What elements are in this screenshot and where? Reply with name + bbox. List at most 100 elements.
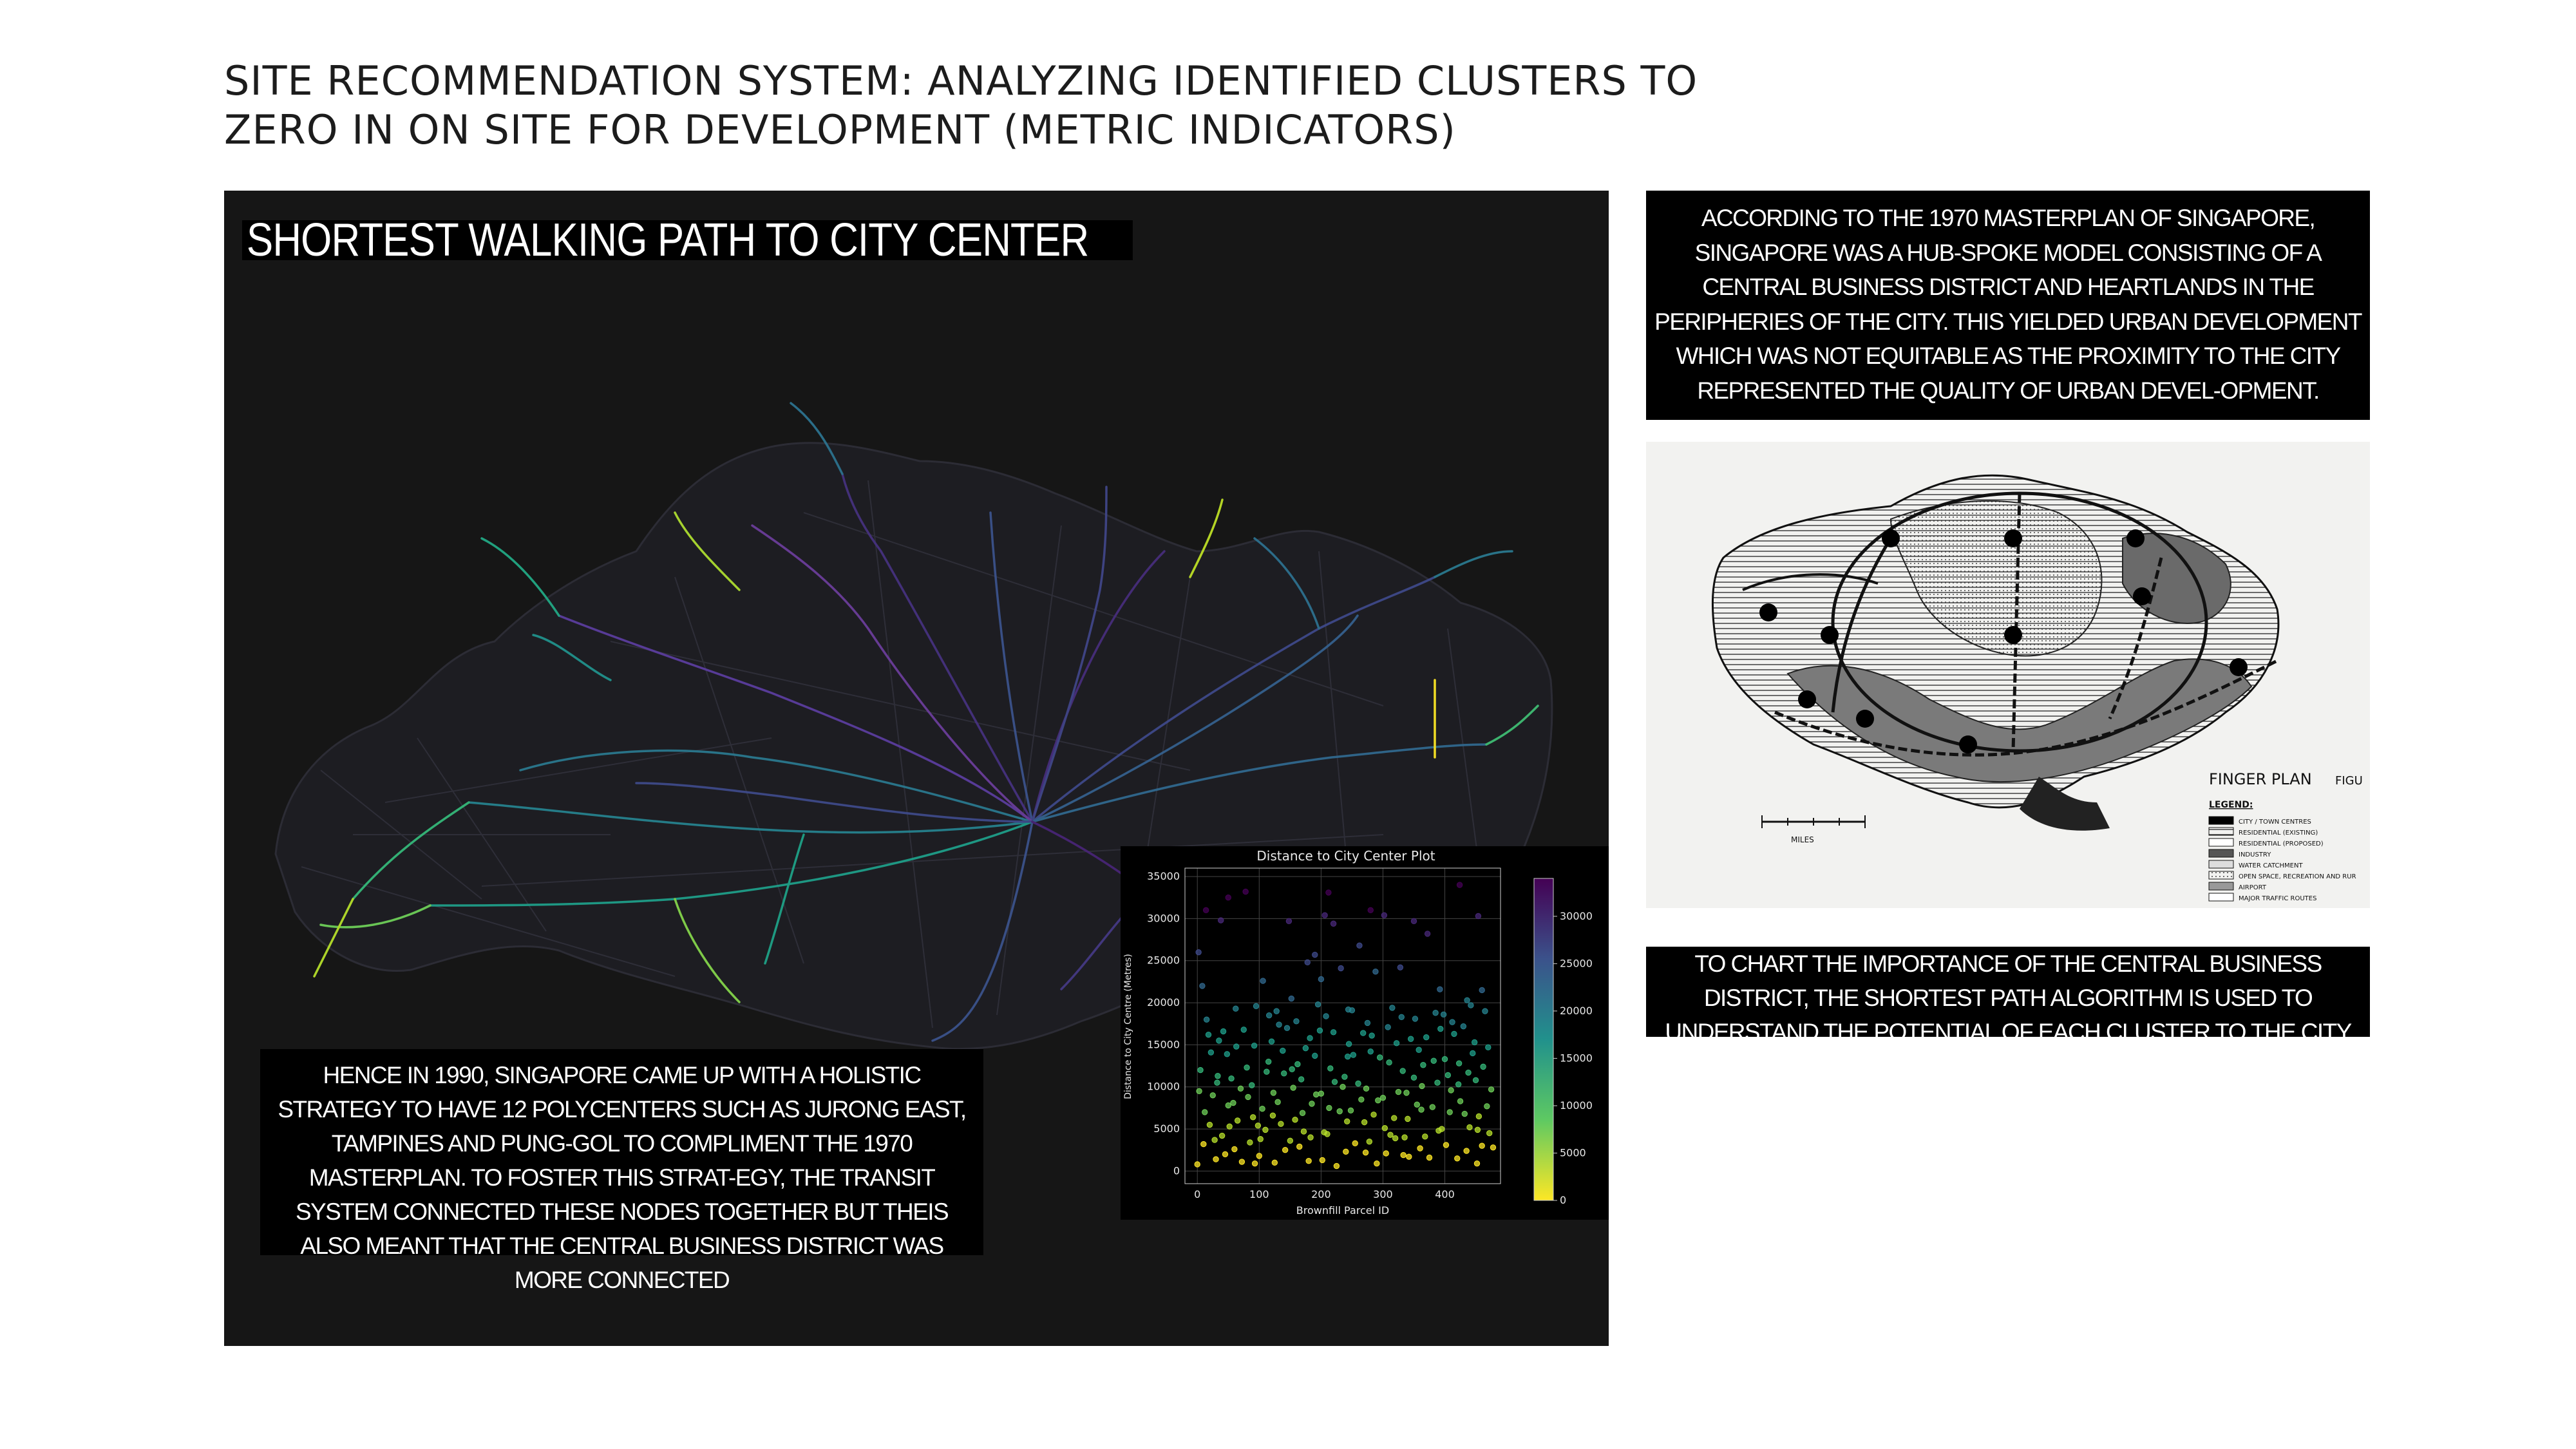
scatter-point — [1299, 1110, 1306, 1116]
scatter-point — [1432, 1010, 1439, 1016]
legend-label: CITY / TOWN CENTRES — [2239, 819, 2311, 826]
scatter-point — [1259, 1106, 1265, 1112]
plot-x-tick-label: 300 — [1373, 1188, 1393, 1200]
scatter-point — [1323, 1013, 1329, 1019]
scatter-point — [1194, 1161, 1200, 1168]
scatter-point — [1356, 942, 1363, 949]
scatter-point — [1281, 1070, 1287, 1077]
scatter-point — [1200, 1141, 1207, 1148]
scatter-point — [1343, 1148, 1349, 1155]
scatter-point — [1488, 1086, 1495, 1093]
scatter-point — [1410, 918, 1417, 925]
scatter-point — [1265, 1012, 1273, 1019]
polycentre-caption: HENCE IN 1990, SINGAPORE CAME UP WITH A … — [260, 1049, 983, 1293]
plot-y-tick-label: 35000 — [1147, 870, 1180, 882]
scatter-point — [1389, 1005, 1396, 1011]
finger-plan-image: MILES FINGER PLAN FIGU LEGEND: CITY / TO… — [1646, 442, 2370, 908]
scatter-point — [1233, 1005, 1239, 1012]
scatter-point — [1231, 1146, 1238, 1153]
scatter-point — [1251, 1043, 1258, 1049]
scatter-point — [1422, 1133, 1428, 1140]
legend-label: MAJOR TRAFFIC ROUTES — [2239, 895, 2316, 902]
legend-label: OPEN SPACE, RECREATION AND RUR — [2239, 873, 2356, 880]
scatter-point — [1300, 1128, 1307, 1135]
scatter-point — [1278, 1121, 1284, 1127]
scatter-point — [1392, 1135, 1399, 1142]
scatter-point — [1307, 1134, 1314, 1141]
scatter-point — [1405, 1115, 1411, 1122]
scatter-point — [1368, 1032, 1375, 1039]
scatter-point — [1387, 1132, 1394, 1138]
scatter-point — [1361, 1119, 1368, 1126]
scatter-point — [1391, 1115, 1397, 1121]
scatter-point — [1228, 1075, 1235, 1082]
scatter-point — [1305, 1158, 1312, 1164]
scatter-point — [1385, 1024, 1391, 1030]
plot-y-tick-label: 20000 — [1147, 996, 1180, 1009]
scatter-point — [1304, 959, 1311, 966]
scatter-point — [1412, 1016, 1419, 1022]
scatter-point — [1245, 1094, 1251, 1101]
scatter-point — [1222, 1151, 1229, 1157]
scatter-point — [1298, 1076, 1305, 1083]
legend-label: WATER CATCHMENT — [2239, 862, 2303, 869]
scatter-point — [1375, 1097, 1381, 1104]
scatter-point — [1398, 1014, 1405, 1020]
scatter-point — [1418, 1106, 1425, 1113]
scatter-point — [1395, 1088, 1402, 1095]
scatter-point — [1367, 907, 1374, 914]
scatter-point — [1260, 978, 1266, 984]
colorbar-tick-label: 15000 — [1560, 1052, 1593, 1064]
scatter-point — [1473, 1160, 1481, 1167]
scatter-point — [1480, 1063, 1486, 1070]
scatter-point — [1240, 1027, 1247, 1033]
scatter-point — [1383, 1150, 1389, 1157]
scatter-point — [1249, 1114, 1256, 1121]
scatter-point — [1429, 1104, 1436, 1110]
scatter-point — [1426, 1154, 1433, 1161]
plot-y-tick-label: 15000 — [1147, 1038, 1180, 1050]
scatter-point — [1376, 1054, 1383, 1061]
scatter-point — [1370, 1112, 1377, 1118]
scatter-point — [1347, 1107, 1354, 1114]
plot-y-tick-label: 0 — [1173, 1164, 1180, 1177]
scatter-point — [1307, 1035, 1313, 1041]
scatter-point — [1434, 1079, 1441, 1086]
scatter-point — [1407, 1036, 1414, 1042]
shortest-path-map-panel: SHORTEST WALKING PATH TO CITY CENTER HEN… — [224, 191, 1609, 1346]
scatter-point — [1238, 1159, 1245, 1165]
colorbar — [1533, 878, 1554, 1201]
walking-path-lines — [313, 402, 1539, 1042]
scatter-point — [1331, 1079, 1338, 1085]
scatter-point — [1358, 1096, 1365, 1103]
scatter-point — [1461, 1110, 1468, 1117]
scatter-point — [1338, 965, 1344, 972]
legend-swatch — [2208, 893, 2234, 902]
scatter-point — [1318, 1090, 1325, 1097]
colorbar-tick-label: 25000 — [1560, 957, 1593, 969]
scatter-point — [1419, 1083, 1425, 1090]
scatter-point — [1319, 1157, 1325, 1164]
scatter-point — [1454, 1155, 1461, 1162]
scatter-point — [1443, 1142, 1450, 1148]
scatter-point — [1330, 1029, 1337, 1036]
finger-plan-figure-label: FIGU — [2335, 774, 2363, 788]
masterplan-intro-text: ACCORDING TO THE 1970 MASTERPLAN OF SING… — [1646, 191, 2370, 420]
scatter-point — [1321, 1129, 1327, 1135]
colorbar-tick-label: 0 — [1560, 1194, 1566, 1206]
scatter-point — [1479, 987, 1485, 994]
scatter-point — [1242, 888, 1249, 895]
scatter-point — [1448, 1087, 1454, 1094]
scatter-point — [1468, 1002, 1474, 1009]
scatter-point — [1196, 1088, 1202, 1094]
scatter-point — [1226, 1123, 1233, 1130]
scatter-point — [1274, 1099, 1281, 1105]
scatter-point — [1218, 917, 1224, 923]
scatter-point — [1484, 1103, 1490, 1110]
scatter-point — [1230, 1099, 1236, 1106]
scatter-point — [1460, 1023, 1467, 1030]
scatter-point — [1456, 882, 1463, 888]
scatter-point — [1457, 1098, 1464, 1104]
scatter-point — [1440, 1011, 1447, 1018]
scatter-point — [1430, 1057, 1437, 1064]
